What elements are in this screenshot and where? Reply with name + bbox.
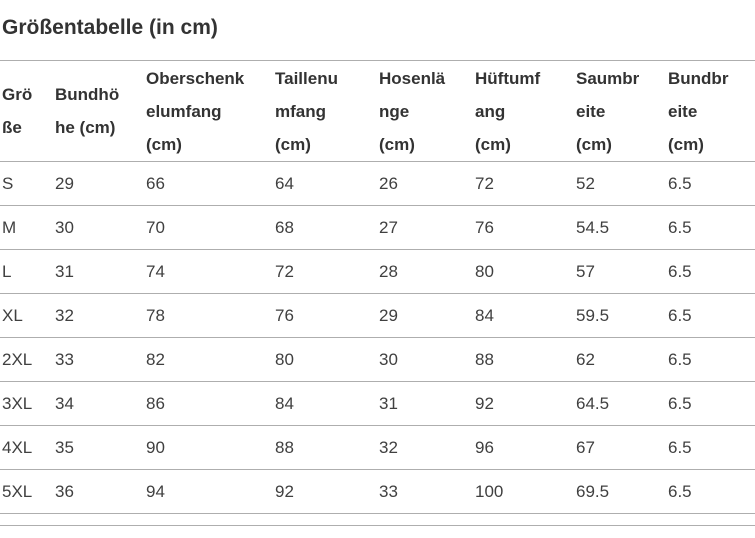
value-cell: 28: [379, 249, 475, 294]
value-cell: 29: [379, 293, 475, 338]
value-cell: 66: [146, 161, 275, 206]
value-cell: 6.5: [668, 249, 755, 294]
column-header-groesse: Grö ße: [0, 60, 55, 162]
value-cell: 64.5: [576, 381, 668, 426]
value-cell: 76: [475, 205, 576, 250]
size-label-cell: 5XL: [0, 469, 55, 514]
value-cell: 80: [275, 337, 379, 382]
value-cell: 94: [146, 469, 275, 514]
size-label-cell: L: [0, 249, 55, 294]
value-cell: 92: [275, 469, 379, 514]
value-cell: 96: [475, 425, 576, 470]
value-cell: 68: [275, 205, 379, 250]
value-cell: 67: [576, 425, 668, 470]
column-header-hueftumfang: Hüftumf ang (cm): [475, 60, 576, 162]
value-cell: 76: [275, 293, 379, 338]
value-cell: 6.5: [668, 337, 755, 382]
value-cell: 80: [475, 249, 576, 294]
value-cell: 84: [275, 381, 379, 426]
value-cell: 34: [55, 381, 146, 426]
value-cell: 32: [55, 293, 146, 338]
column-header-bundbreite: Bundbr eite (cm): [668, 60, 755, 162]
value-cell: 78: [146, 293, 275, 338]
value-cell: 88: [275, 425, 379, 470]
size-label-cell: S: [0, 161, 55, 206]
size-label-cell: 2XL: [0, 337, 55, 382]
value-cell: 92: [475, 381, 576, 426]
size-label-cell: XL: [0, 293, 55, 338]
value-cell: 32: [379, 425, 475, 470]
value-cell: 27: [379, 205, 475, 250]
table-header-row: Grö ße Bundhö he (cm) Oberschenk elumfan…: [0, 60, 755, 162]
value-cell: 35: [55, 425, 146, 470]
value-cell: 6.5: [668, 293, 755, 338]
table-row-4xl: 4XL 35 90 88 32 96 67 6.5: [0, 425, 755, 470]
value-cell: 82: [146, 337, 275, 382]
value-cell: 36: [55, 469, 146, 514]
value-cell: 57: [576, 249, 668, 294]
value-cell: 6.5: [668, 425, 755, 470]
value-cell: 30: [55, 205, 146, 250]
table-row-3xl: 3XL 34 86 84 31 92 64.5 6.5: [0, 381, 755, 426]
value-cell: 100: [475, 469, 576, 514]
value-cell: 31: [379, 381, 475, 426]
value-cell: 74: [146, 249, 275, 294]
table-row-5xl: 5XL 36 94 92 33 100 69.5 6.5: [0, 469, 755, 514]
page-title: Größentabelle (in cm): [2, 16, 218, 39]
size-chart-section: Größentabelle (in cm) Grö ße Bundhö he (…: [0, 14, 755, 526]
size-table: Grö ße Bundhö he (cm) Oberschenk elumfan…: [0, 60, 755, 526]
value-cell: 88: [475, 337, 576, 382]
value-cell: 33: [379, 469, 475, 514]
size-label-cell: 3XL: [0, 381, 55, 426]
value-cell: 6.5: [668, 161, 755, 206]
value-cell: 6.5: [668, 205, 755, 250]
value-cell: 70: [146, 205, 275, 250]
value-cell: 33: [55, 337, 146, 382]
value-cell: 31: [55, 249, 146, 294]
value-cell: 30: [379, 337, 475, 382]
column-header-oberschenkelumfang: Oberschenk elumfang (cm): [146, 60, 275, 162]
table-row-l: L 31 74 72 28 80 57 6.5: [0, 249, 755, 294]
column-header-bundhoehe: Bundhö he (cm): [55, 60, 146, 162]
column-header-hosenlaenge: Hosenlä nge (cm): [379, 60, 475, 162]
column-header-saumbreite: Saumbr eite (cm): [576, 60, 668, 162]
size-label-cell: M: [0, 205, 55, 250]
value-cell: 59.5: [576, 293, 668, 338]
value-cell: 54.5: [576, 205, 668, 250]
column-header-taillenumfang: Taillenu mfang (cm): [275, 60, 379, 162]
value-cell: 29: [55, 161, 146, 206]
value-cell: 64: [275, 161, 379, 206]
table-row-xl: XL 32 78 76 29 84 59.5 6.5: [0, 293, 755, 338]
value-cell: 62: [576, 337, 668, 382]
value-cell: 26: [379, 161, 475, 206]
value-cell: 84: [475, 293, 576, 338]
value-cell: 69.5: [576, 469, 668, 514]
size-label-cell: 4XL: [0, 425, 55, 470]
value-cell: 72: [475, 161, 576, 206]
table-row-s: S 29 66 64 26 72 52 6.5: [0, 161, 755, 206]
value-cell: 90: [146, 425, 275, 470]
table-row-m: M 30 70 68 27 76 54.5 6.5: [0, 205, 755, 250]
value-cell: 86: [146, 381, 275, 426]
value-cell: 72: [275, 249, 379, 294]
value-cell: 6.5: [668, 469, 755, 514]
value-cell: 52: [576, 161, 668, 206]
table-row-2xl: 2XL 33 82 80 30 88 62 6.5: [0, 337, 755, 382]
value-cell: 6.5: [668, 381, 755, 426]
